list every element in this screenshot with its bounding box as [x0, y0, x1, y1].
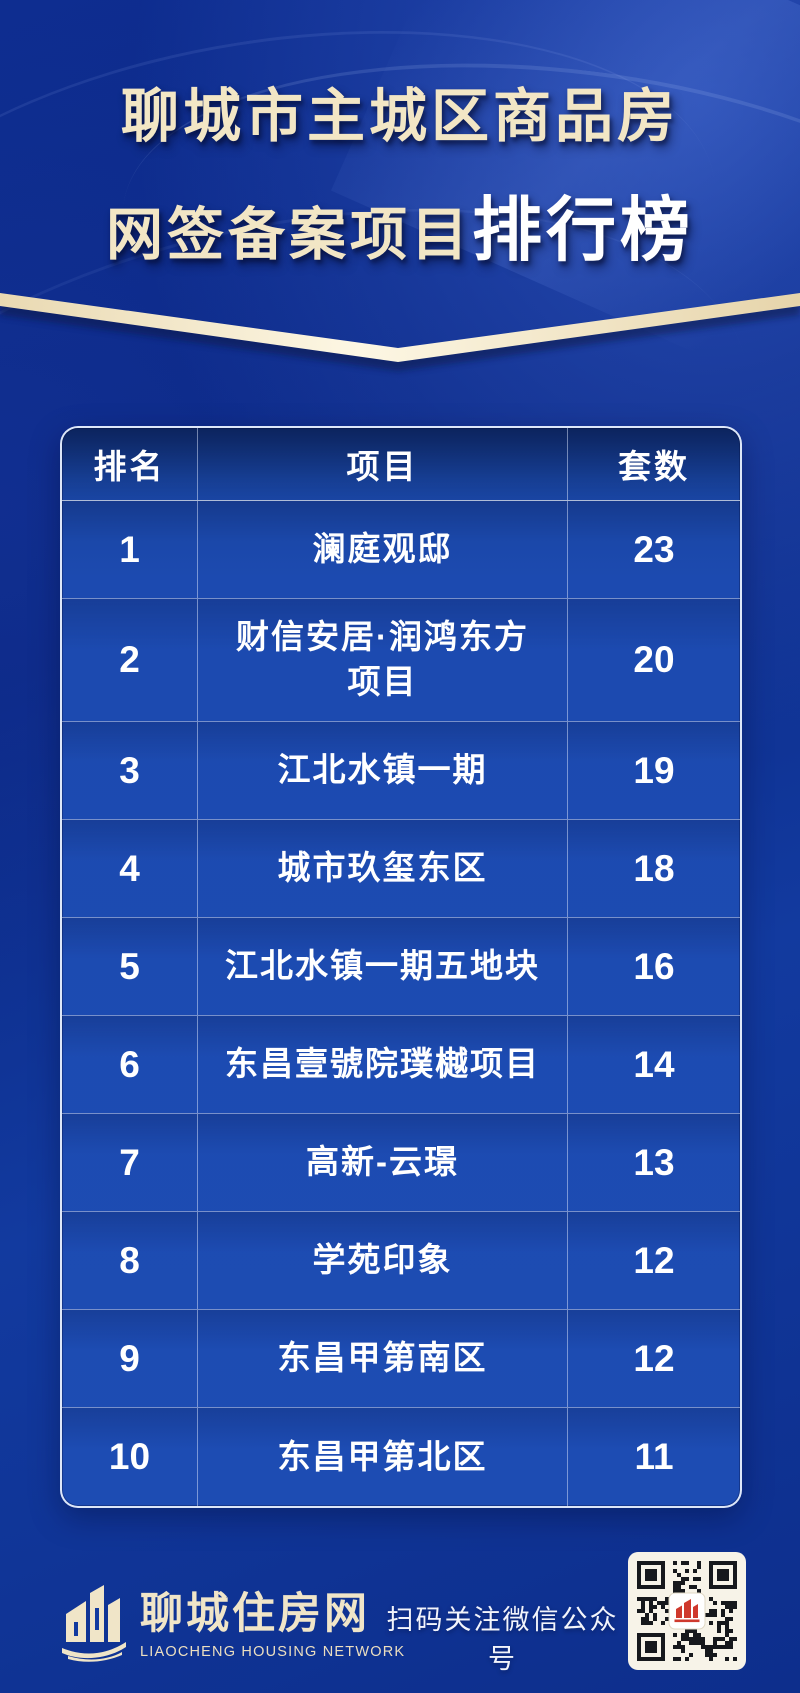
title-line2-main: 网签备案项目: [106, 203, 472, 267]
ranking-table: 排名 项目 套数 1 澜庭观邸 23 2 财信安居·润鸿东方项目 20 3 江北…: [60, 426, 742, 1508]
title-line2-accent: 排行榜: [472, 191, 694, 269]
count-cell: 12: [633, 1239, 675, 1281]
project-cell: 江北水镇一期: [198, 722, 568, 819]
logo-text: 聊城住房网 LIAOCHENG HOUSING NETWORK: [140, 1578, 405, 1660]
project-cell: 高新-云璟: [198, 1114, 568, 1211]
header-cell-project: 项目: [198, 428, 568, 500]
table-row: 10 东昌甲第北区 11: [62, 1408, 740, 1506]
rank-cell: 2: [62, 599, 198, 721]
table-row: 1 澜庭观邸 23: [62, 501, 740, 599]
page-title: 聊城市主城区商品房 网签备案项目排行榜: [0, 88, 800, 275]
count-cell: 11: [634, 1436, 674, 1477]
footer: 聊城住房网 LIAOCHENG HOUSING NETWORK 扫码关注微信公众…: [0, 1540, 800, 1693]
table-row: 4 城市玖玺东区 18: [62, 820, 740, 918]
header-cell-rank: 排名: [62, 428, 198, 500]
project-cell: 东昌壹號院璞樾项目: [198, 1016, 568, 1113]
table-row: 3 江北水镇一期 19: [62, 722, 740, 820]
count-cell: 14: [633, 1043, 675, 1085]
count-cell: 16: [633, 945, 675, 987]
count-cell: 23: [633, 528, 675, 570]
qr-code: [628, 1552, 746, 1670]
header-cell-count: 套数: [618, 448, 690, 485]
table-header-row: 排名 项目 套数: [62, 428, 740, 501]
project-cell: 城市玖玺东区: [198, 820, 568, 917]
title-line1: 聊城市主城区商品房: [120, 84, 679, 149]
qr-caption: 扫码关注微信公众号: [386, 1605, 619, 1674]
table-row: 8 学苑印象 12: [62, 1212, 740, 1310]
rank-cell: 6: [62, 1016, 198, 1113]
title-line2: 网签备案项目排行榜: [0, 174, 800, 275]
table-row: 7 高新-云璟 13: [62, 1114, 740, 1212]
rank-cell: 9: [62, 1310, 198, 1407]
count-cell: 19: [633, 749, 675, 791]
project-cell: 江北水镇一期五地块: [198, 918, 568, 1015]
table-row: 2 财信安居·润鸿东方项目 20: [62, 599, 740, 722]
rank-cell: 3: [62, 722, 198, 819]
project-cell: 学苑印象: [198, 1212, 568, 1309]
count-cell: 12: [633, 1337, 675, 1379]
rank-cell: 8: [62, 1212, 198, 1309]
project-cell: 东昌甲第南区: [198, 1310, 568, 1407]
table-row: 5 江北水镇一期五地块 16: [62, 918, 740, 1016]
count-cell: 18: [633, 847, 675, 889]
logo: 聊城住房网 LIAOCHENG HOUSING NETWORK: [62, 1578, 405, 1662]
project-cell: 澜庭观邸: [198, 501, 568, 598]
count-cell: 20: [633, 639, 675, 680]
project-cell: 东昌甲第北区: [198, 1408, 568, 1506]
rank-cell: 7: [62, 1114, 198, 1211]
building-icon: [668, 1592, 706, 1630]
rank-cell: 10: [62, 1408, 198, 1506]
logo-name: 聊城住房网: [140, 1590, 370, 1638]
rank-cell: 5: [62, 918, 198, 1015]
table-row: 9 东昌甲第南区 12: [62, 1310, 740, 1408]
project-cell: 财信安居·润鸿东方项目: [198, 599, 568, 721]
rank-cell: 1: [62, 501, 198, 598]
logo-subtitle: LIAOCHENG HOUSING NETWORK: [140, 1644, 406, 1661]
rank-cell: 4: [62, 820, 198, 917]
chevron-divider: [0, 293, 800, 371]
count-cell: 13: [633, 1141, 675, 1183]
building-logo-icon: [62, 1585, 126, 1662]
table-row: 6 东昌壹號院璞樾项目 14: [62, 1016, 740, 1114]
